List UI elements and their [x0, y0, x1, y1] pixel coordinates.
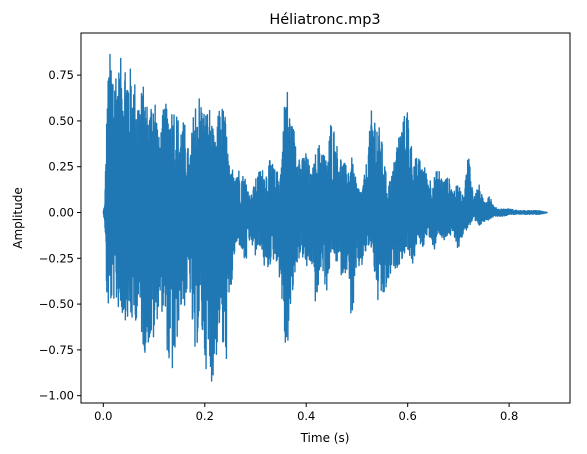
y-tick-label: −0.50 — [39, 297, 74, 311]
y-axis-label: Amplitude — [11, 187, 25, 249]
x-axis-ticks: 0.0 0.2 0.4 0.6 0.8 — [94, 403, 518, 423]
chart-title: Héliatronc.mp3 — [269, 12, 380, 28]
y-tick-label: 0.25 — [48, 160, 74, 174]
waveform-series-line — [102, 53, 549, 382]
x-axis-label: Time (s) — [300, 431, 350, 445]
x-tick-label: 0.2 — [196, 409, 214, 423]
y-tick-label: −0.75 — [39, 343, 74, 357]
x-tick-label: 0.8 — [500, 409, 518, 423]
y-tick-label: −0.25 — [39, 251, 74, 265]
y-axis-ticks: −1.00 −0.75 −0.50 −0.25 0.00 0.25 0.50 0.75 — [39, 68, 81, 403]
y-tick-label: 0.00 — [48, 206, 74, 220]
x-tick-label: 0.4 — [297, 409, 315, 423]
x-tick-label: 0.0 — [94, 409, 112, 423]
axes-frame — [80, 32, 571, 404]
y-tick-label: 0.50 — [48, 114, 74, 128]
x-tick-label: 0.6 — [399, 409, 417, 423]
y-tick-label: 0.75 — [48, 68, 74, 82]
plot-area — [80, 32, 571, 404]
y-tick-label: −1.00 — [39, 389, 74, 403]
series-layer — [102, 53, 549, 382]
